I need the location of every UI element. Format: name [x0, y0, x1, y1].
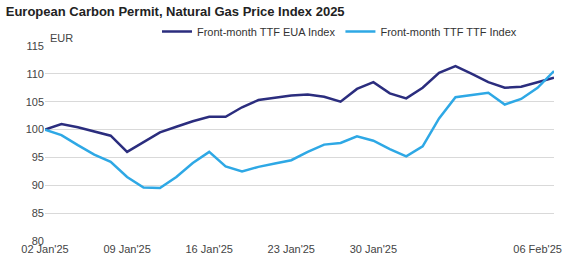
- svg-text:100: 100: [26, 123, 44, 135]
- svg-text:115: 115: [26, 40, 44, 52]
- svg-text:European Carbon Permit, Natura: European Carbon Permit, Natural Gas Pric…: [6, 4, 345, 19]
- svg-text:06 Feb'25: 06 Feb'25: [513, 243, 562, 255]
- svg-text:30 Jan'25: 30 Jan'25: [350, 243, 397, 255]
- svg-text:85: 85: [32, 207, 44, 219]
- svg-text:95: 95: [32, 151, 44, 163]
- svg-text:Front-month TTF TTF Index: Front-month TTF TTF Index: [380, 26, 516, 38]
- svg-text:80: 80: [32, 235, 44, 247]
- svg-text:02 Jan'25: 02 Jan'25: [21, 243, 68, 255]
- svg-text:09 Jan'25: 09 Jan'25: [103, 243, 150, 255]
- svg-text:EUR: EUR: [50, 32, 73, 44]
- svg-text:110: 110: [26, 68, 44, 80]
- svg-text:16 Jan'25: 16 Jan'25: [186, 243, 233, 255]
- svg-text:105: 105: [26, 96, 44, 108]
- svg-text:90: 90: [32, 179, 44, 191]
- svg-text:23 Jan'25: 23 Jan'25: [268, 243, 315, 255]
- svg-text:Front-month TTF EUA Index: Front-month TTF EUA Index: [197, 26, 335, 38]
